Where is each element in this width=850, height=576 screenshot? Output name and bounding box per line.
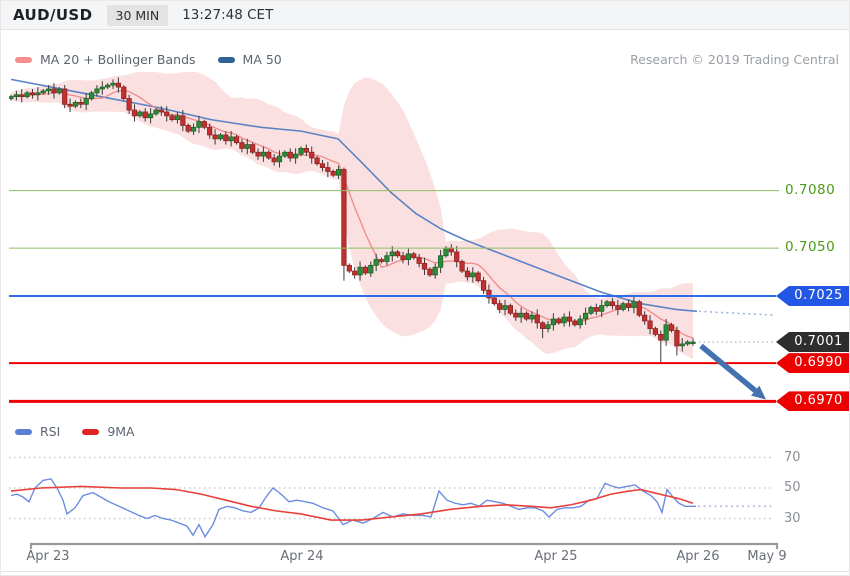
x-axis-date-label: Apr 23 (26, 549, 70, 564)
price-tag: 0.6970 (776, 391, 849, 412)
nine-ma-swatch-icon (82, 428, 100, 435)
rsi-level-label: 30 (784, 510, 801, 526)
x-axis-date-label: May 9 (747, 549, 787, 564)
rsi-level-label: 50 (784, 480, 801, 495)
timestamp-label: 13:27:48 CET (182, 7, 274, 23)
legend-label: RSI (40, 424, 61, 439)
legend-item-rsi: RSI (15, 424, 60, 439)
rsi-swatch-icon (15, 428, 32, 435)
bottom-divider (1, 571, 849, 572)
legend-item-9ma: 9MA (82, 424, 135, 439)
x-axis-date-label: Apr 26 (676, 549, 720, 564)
x-axis-date-label: Apr 24 (280, 549, 324, 564)
ma20-swatch-icon (15, 56, 32, 63)
main-chart-legend: MA 20 + Bollinger Bands MA 50 (15, 52, 282, 67)
ma50-swatch-icon (217, 56, 235, 63)
legend-item-ma20-bollinger: MA 20 + Bollinger Bands (15, 52, 196, 67)
price-level-label: 0.7080 (785, 181, 836, 198)
timeframe-badge: 30 MIN (106, 4, 169, 26)
price-tag: 0.7001 (776, 332, 849, 352)
legend-label: 9MA (107, 424, 135, 439)
rsi-legend: RSI 9MA (15, 424, 135, 439)
x-axis-date-label: Apr 25 (534, 549, 578, 564)
chart-header: AUD/USD 30 MIN 13:27:48 CET (1, 1, 849, 30)
symbol-title: AUD/USD (13, 6, 93, 24)
research-attribution: Research © 2019 Trading Central (630, 52, 839, 67)
price-tag: 0.7025 (776, 286, 849, 306)
price-tag: 0.6990 (776, 353, 849, 374)
price-level-label: 0.7050 (785, 239, 836, 256)
legend-label: MA 20 + Bollinger Bands (40, 52, 196, 67)
legend-item-ma50: MA 50 (217, 52, 282, 67)
rsi-level-label: 70 (784, 449, 801, 465)
legend-label: MA 50 (242, 52, 282, 67)
